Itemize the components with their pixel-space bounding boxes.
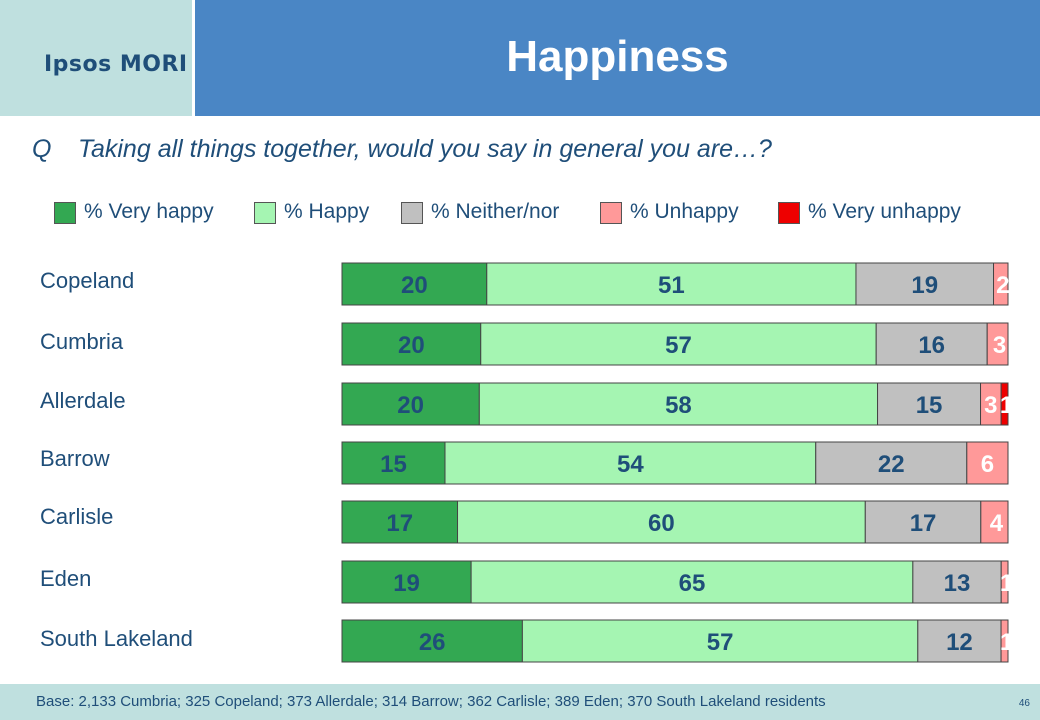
legend-label-very-unhappy: % Very unhappy	[808, 200, 961, 223]
data-label-cumbria-very-happy: 20	[398, 332, 425, 359]
bar-carlisle-happy	[457, 500, 866, 544]
footer-bar: Base: 2,133 Cumbria; 325 Copeland; 373 A…	[0, 684, 1040, 720]
bar-south-lakeland-very-happy	[341, 619, 523, 663]
bar-south-lakeland-unhappy	[1000, 619, 1009, 663]
data-label-allerdale-very-unhappy: 1	[1000, 392, 1013, 419]
data-label-cumbria-neither-nor: 16	[918, 332, 945, 359]
bar-allerdale-very-happy	[341, 382, 480, 426]
bar-eden-neither-nor	[912, 560, 1002, 604]
row-label-allerdale: Allerdale	[40, 388, 126, 413]
data-label-allerdale-very-happy: 20	[397, 392, 424, 419]
data-label-barrow-very-happy: 15	[380, 451, 407, 478]
row-label-carlisle: Carlisle	[40, 504, 114, 529]
bar-copeland-neither-nor	[855, 262, 995, 306]
question-prefix: Q	[32, 135, 52, 163]
legend-swatch-neither	[401, 202, 423, 224]
data-label-eden-happy: 65	[679, 570, 706, 597]
legend-swatch-very-happy	[54, 202, 76, 224]
row-label-copeland: Copeland	[40, 268, 135, 293]
bar-eden-very-happy	[341, 560, 472, 604]
bar-cumbria-unhappy	[986, 322, 1009, 366]
chart-legend: % Very happy % Happy % Neither/nor % Unh…	[0, 198, 1040, 228]
bar-cumbria-happy	[480, 322, 877, 366]
legend-swatch-unhappy	[600, 202, 622, 224]
data-label-carlisle-neither-nor: 17	[910, 510, 937, 537]
bar-eden-happy	[470, 560, 914, 604]
data-label-barrow-happy: 54	[617, 451, 644, 478]
bar-carlisle-unhappy	[980, 500, 1009, 544]
bar-cumbria-very-happy	[341, 322, 482, 366]
bar-cumbria-neither-nor	[875, 322, 988, 366]
data-label-carlisle-unhappy: 4	[990, 510, 1004, 537]
legend-label-happy: % Happy	[284, 200, 370, 223]
page-title: Happiness	[506, 32, 729, 81]
data-label-barrow-neither-nor: 22	[878, 451, 905, 478]
bar-barrow-very-happy	[341, 441, 446, 485]
bar-eden-unhappy	[1000, 560, 1009, 604]
bar-barrow-happy	[444, 441, 817, 485]
data-label-eden-very-happy: 19	[393, 570, 420, 597]
data-label-eden-unhappy: 1	[1000, 570, 1013, 597]
legend-swatch-happy	[254, 202, 276, 224]
data-label-south-lakeland-very-happy: 26	[419, 629, 446, 656]
logo-panel: Ipsos MORI	[0, 0, 192, 116]
legend-label-very-happy: % Very happy	[84, 200, 214, 223]
bar-allerdale-happy	[478, 382, 879, 426]
legend-swatch-very-unhappy	[778, 202, 800, 224]
row-label-cumbria: Cumbria	[40, 329, 124, 354]
data-label-copeland-happy: 51	[658, 272, 685, 299]
question: Q Taking all things together, would you s…	[32, 135, 1032, 164]
row-label-eden: Eden	[40, 566, 92, 591]
data-label-eden-neither-nor: 13	[944, 570, 971, 597]
legend-label-neither: % Neither/nor	[431, 200, 560, 223]
data-label-carlisle-happy: 60	[648, 510, 675, 537]
bar-allerdale-very-unhappy	[1000, 382, 1009, 426]
data-label-south-lakeland-neither-nor: 12	[946, 629, 973, 656]
question-text: Taking all things together, would you sa…	[78, 135, 772, 163]
page-number: 46	[1018, 698, 1030, 709]
data-label-carlisle-very-happy: 17	[386, 510, 413, 537]
data-label-barrow-unhappy: 6	[981, 451, 994, 478]
data-label-cumbria-happy: 57	[665, 332, 692, 359]
bar-copeland-very-happy	[341, 262, 488, 306]
bar-south-lakeland-happy	[521, 619, 919, 663]
data-label-south-lakeland-happy: 57	[707, 629, 734, 656]
bar-copeland-happy	[486, 262, 857, 306]
ipsos-mori-logo: Ipsos MORI	[44, 52, 188, 77]
data-label-copeland-unhappy: 2	[996, 272, 1009, 299]
data-label-allerdale-happy: 58	[665, 392, 692, 419]
bar-south-lakeland-neither-nor	[917, 619, 1002, 663]
bar-barrow-neither-nor	[815, 441, 968, 485]
title-bar: Happiness	[195, 0, 1040, 116]
bar-carlisle-neither-nor	[864, 500, 982, 544]
bar-barrow-unhappy	[966, 441, 1009, 485]
data-label-allerdale-neither-nor: 15	[916, 392, 943, 419]
legend-label-unhappy: % Unhappy	[630, 200, 739, 223]
data-label-south-lakeland-unhappy: 1	[1000, 629, 1013, 656]
data-label-copeland-very-happy: 20	[401, 272, 428, 299]
data-label-cumbria-unhappy: 3	[993, 332, 1006, 359]
bar-allerdale-neither-nor	[877, 382, 982, 426]
bar-copeland-unhappy	[993, 262, 1009, 306]
row-label-barrow: Barrow	[40, 446, 110, 471]
data-label-allerdale-unhappy: 3	[984, 392, 997, 419]
base-note: Base: 2,133 Cumbria; 325 Copeland; 373 A…	[36, 693, 826, 710]
data-label-copeland-neither-nor: 19	[911, 272, 938, 299]
row-label-south-lakeland: South Lakeland	[40, 626, 193, 651]
